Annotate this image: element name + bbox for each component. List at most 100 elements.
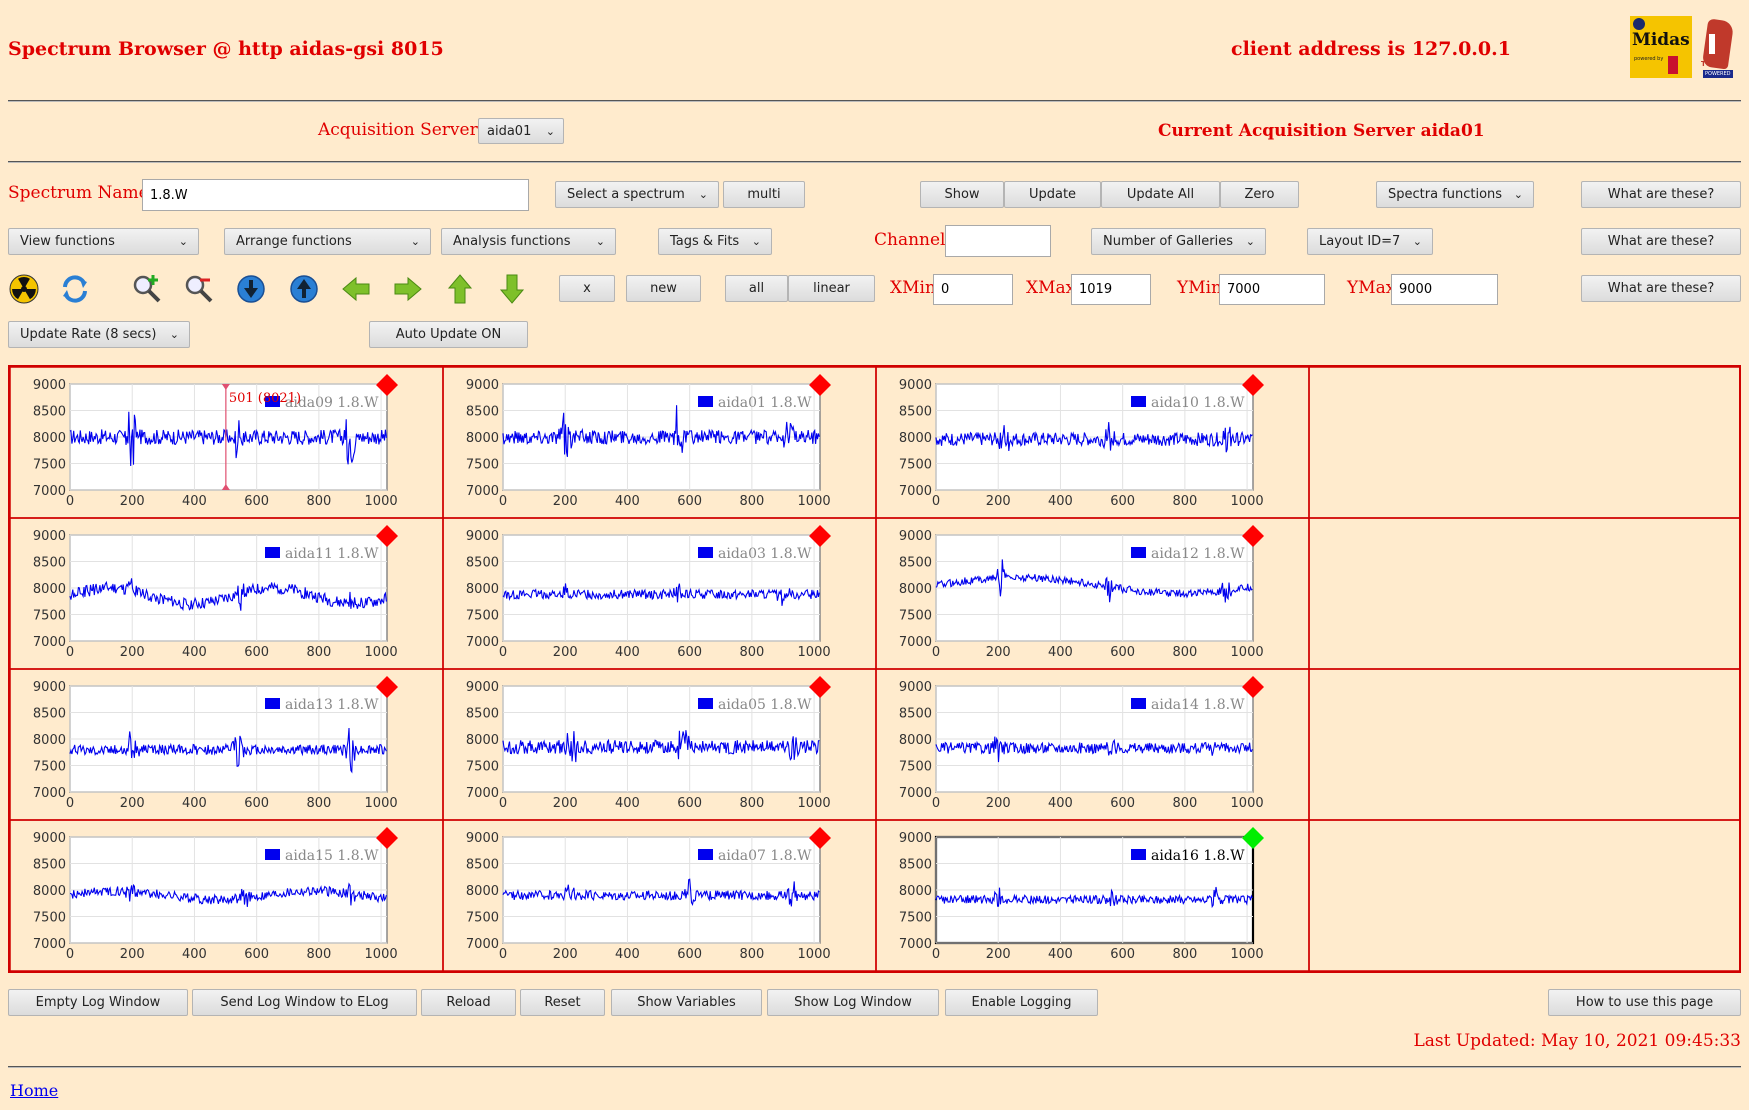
how-to-use-button[interactable]: How to use this page: [1548, 989, 1741, 1016]
y-tick-label: 9000: [33, 831, 66, 846]
gallery-cell: [1308, 517, 1739, 670]
analysis-functions-dropdown[interactable]: Analysis functions ⌄: [441, 228, 616, 255]
zero-button[interactable]: Zero: [1220, 181, 1299, 208]
all-button[interactable]: all: [725, 275, 788, 302]
reset-button[interactable]: Reset: [520, 989, 605, 1016]
enable-logging-button[interactable]: Enable Logging: [945, 989, 1098, 1016]
show-button[interactable]: Show: [920, 181, 1004, 208]
reload-button[interactable]: Reload: [421, 989, 516, 1016]
update-rate-dropdown[interactable]: Update Rate (8 secs) ⌄: [8, 321, 190, 348]
y-tick-label: 8000: [899, 582, 932, 597]
arrow-up-icon[interactable]: [444, 273, 476, 305]
xmax-input[interactable]: 1019: [1071, 274, 1151, 305]
midas-logo: Midas powered by: [1630, 16, 1692, 78]
y-tick-label: 7500: [466, 911, 499, 926]
number-of-galleries-dropdown[interactable]: Number of Galleries ⌄: [1091, 228, 1266, 255]
update-all-button[interactable]: Update All: [1101, 181, 1220, 208]
show-variables-button[interactable]: Show Variables: [611, 989, 762, 1016]
x-tick-label: 0: [932, 645, 940, 660]
ymin-input[interactable]: 7000: [1219, 274, 1325, 305]
linear-button[interactable]: linear: [788, 275, 875, 302]
tags-fits-dropdown[interactable]: Tags & Fits ⌄: [658, 228, 772, 255]
panel-marker-icon[interactable]: [809, 827, 831, 849]
x-button[interactable]: x: [559, 275, 615, 302]
spectrum-panel-aida09[interactable]: 0 200 400 600 800 1000 9000 8500 8000 7500 7000 aid…: [33, 374, 398, 509]
panel-marker-icon[interactable]: [1242, 374, 1264, 396]
acq-server-select[interactable]: aida01 ⌄: [478, 118, 564, 144]
spectrum-panel-aida13[interactable]: 0 200 400 600 800 1000 9000 8500 8000 7500 7000 aid…: [33, 676, 398, 811]
x-tick-label: 0: [499, 494, 507, 509]
panel-marker-icon[interactable]: [376, 525, 398, 547]
update-button[interactable]: Update: [1004, 181, 1101, 208]
layout-id-dropdown[interactable]: Layout ID=7 ⌄: [1307, 228, 1433, 255]
spectrum-panel-aida16[interactable]: 0 200 400 600 800 1000 9000 8500 8000 7500 7000 aid…: [899, 827, 1264, 962]
cursor-top-handle[interactable]: [221, 384, 230, 390]
x-tick-label: 800: [1172, 645, 1197, 660]
chevron-down-icon: ⌄: [545, 124, 555, 138]
channel-input[interactable]: [945, 225, 1051, 257]
expand-up-icon[interactable]: [288, 273, 320, 305]
legend-label: aida12 1.8.W: [1151, 546, 1245, 562]
cursor-bottom-handle[interactable]: [221, 484, 230, 490]
new-button[interactable]: new: [626, 275, 701, 302]
empty-log-window-button[interactable]: Empty Log Window: [8, 989, 188, 1016]
panel-marker-icon[interactable]: [809, 676, 831, 698]
show-log-window-button[interactable]: Show Log Window: [767, 989, 939, 1016]
multi-button[interactable]: multi: [723, 181, 805, 208]
x-tick-label: 400: [615, 796, 640, 811]
chevron-down-icon: ⌄: [595, 235, 605, 248]
what-are-these-button-2[interactable]: What are these?: [1581, 228, 1741, 255]
panel-marker-icon[interactable]: [1242, 676, 1264, 698]
spectrum-name-input[interactable]: 1.8.W: [142, 179, 529, 211]
select-spectrum-dropdown[interactable]: Select a spectrum ⌄: [555, 181, 719, 208]
auto-update-button[interactable]: Auto Update ON: [369, 321, 528, 348]
x-tick-label: 600: [677, 796, 702, 811]
y-tick-label: 7500: [466, 760, 499, 775]
what-are-these-button-3[interactable]: What are these?: [1581, 275, 1741, 302]
arrange-functions-dropdown[interactable]: Arrange functions ⌄: [224, 228, 431, 255]
panel-marker-icon[interactable]: [376, 374, 398, 396]
arrow-left-icon[interactable]: [340, 273, 372, 305]
spectra-functions-dropdown[interactable]: Spectra functions ⌄: [1376, 181, 1534, 208]
x-tick-label: 800: [1172, 796, 1197, 811]
arrow-down-icon[interactable]: [496, 273, 528, 305]
spectrum-panel-aida10[interactable]: 0 200 400 600 800 1000 9000 8500 8000 7500 7000 aid…: [899, 374, 1264, 509]
zoom-in-icon[interactable]: [131, 273, 163, 305]
radiation-icon[interactable]: [8, 273, 40, 305]
legend-swatch: [698, 396, 713, 407]
view-functions-dropdown[interactable]: View functions ⌄: [8, 228, 199, 255]
panel-marker-icon[interactable]: [376, 676, 398, 698]
gallery-cell: [1308, 819, 1739, 971]
expand-down-icon[interactable]: [235, 273, 267, 305]
spectrum-panel-aida01[interactable]: 0 200 400 600 800 1000 9000 8500 8000 7500 7000 aid…: [466, 374, 831, 509]
x-tick-label: 200: [986, 494, 1011, 509]
legend-swatch: [1131, 547, 1146, 558]
y-tick-label: 8500: [33, 858, 66, 873]
spectrum-panel-aida12[interactable]: 0 200 400 600 800 1000 9000 8500 8000 7500 7000 aid…: [899, 525, 1264, 660]
send-log-to-elog-button[interactable]: Send Log Window to ELog: [192, 989, 417, 1016]
home-link[interactable]: Home: [10, 1081, 59, 1100]
zoom-out-icon[interactable]: [183, 273, 215, 305]
y-tick-label: 7500: [466, 609, 499, 624]
selected-marker-icon[interactable]: [1242, 827, 1264, 849]
what-are-these-button-1[interactable]: What are these?: [1581, 181, 1741, 208]
refresh-icon[interactable]: [59, 273, 91, 305]
ymax-input[interactable]: 9000: [1391, 274, 1498, 305]
spectrum-panel-aida03[interactable]: 0 200 400 600 800 1000 9000 8500 8000 7500 7000 aid…: [466, 525, 831, 660]
x-tick-label: 0: [932, 494, 940, 509]
spectrum-panel-aida11[interactable]: 0 200 400 600 800 1000 9000 8500 8000 7500 7000 aid…: [33, 525, 398, 660]
y-tick-label: 7500: [899, 609, 932, 624]
xmin-input[interactable]: 0: [933, 274, 1013, 305]
panel-marker-icon[interactable]: [376, 827, 398, 849]
current-acq-server: Current Acquisition Server aida01: [1158, 121, 1485, 141]
spectrum-panel-aida15[interactable]: 0 200 400 600 800 1000 9000 8500 8000 7500 7000 aid…: [33, 827, 398, 962]
panel-marker-icon[interactable]: [809, 525, 831, 547]
spectrum-panel-aida07[interactable]: 0 200 400 600 800 1000 9000 8500 8000 7500 7000 aid…: [466, 827, 831, 962]
panel-marker-icon[interactable]: [809, 374, 831, 396]
legend-swatch: [698, 547, 713, 558]
x-tick-label: 0: [932, 947, 940, 962]
spectrum-panel-aida14[interactable]: 0 200 400 600 800 1000 9000 8500 8000 7500 7000 aid…: [899, 676, 1264, 811]
panel-marker-icon[interactable]: [1242, 525, 1264, 547]
arrow-right-icon[interactable]: [392, 273, 424, 305]
spectrum-panel-aida05[interactable]: 0 200 400 600 800 1000 9000 8500 8000 7500 7000 aid…: [466, 676, 831, 811]
